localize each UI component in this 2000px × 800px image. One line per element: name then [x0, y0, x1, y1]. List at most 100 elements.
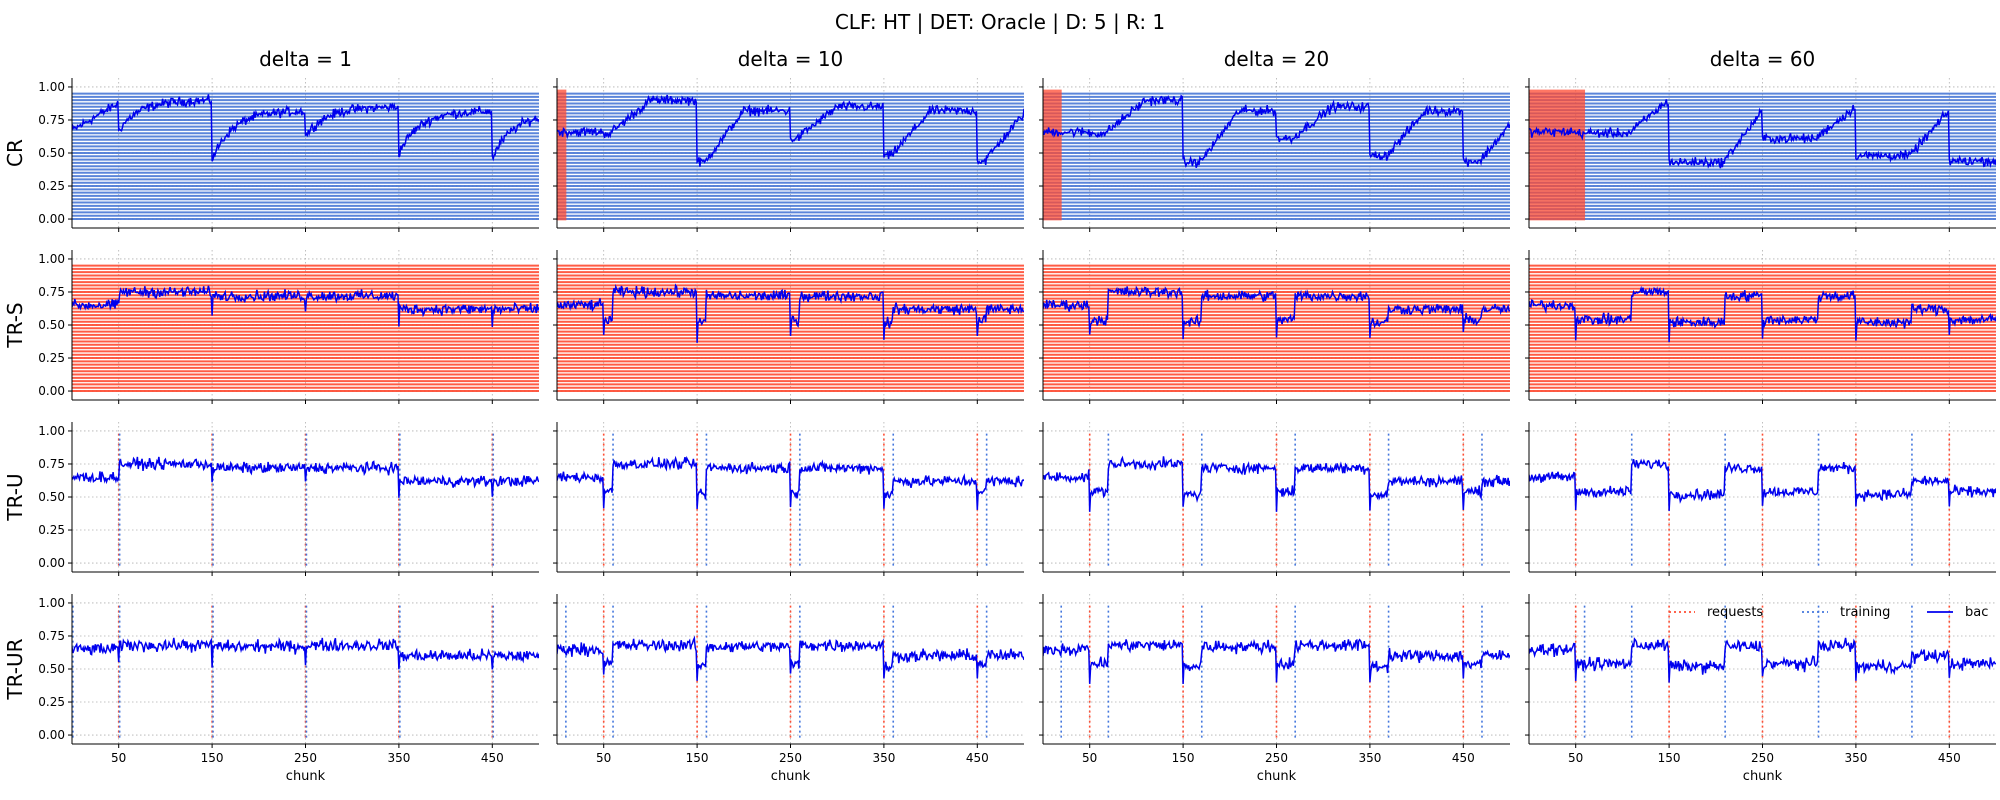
- panel-tr-s-delta-1: 0.00 0.25 0.50 0.75 1.00: [38, 250, 539, 404]
- panel-cr-delta-10: [553, 78, 1024, 232]
- panel-tr-s-delta-10: [553, 250, 1024, 404]
- x-tick-label: 450: [1452, 751, 1475, 765]
- column-title: delta = 60: [1710, 47, 1816, 71]
- cr-delay-band: [1529, 89, 1586, 221]
- y-tick-label: 0.75: [38, 629, 65, 643]
- bac-line: [1529, 285, 1996, 343]
- bac-line: [1043, 94, 1510, 169]
- bac-line: [72, 456, 539, 498]
- panel-tr-u-delta-1: 0.00 0.25 0.50 0.75 1.00: [38, 422, 539, 576]
- panel-tr-ur-delta-60: 50 150 250 350 450 chunk: [1525, 594, 1996, 784]
- y-tick-label: 0.50: [38, 146, 65, 160]
- bac-line: [1529, 99, 1996, 169]
- panel-cr-delta-1: 0.00 0.25 0.50 0.75 1.00: [38, 78, 539, 232]
- panel-tr-ur-delta-20: 50 150 250 350 450 chunk: [1039, 594, 1510, 784]
- row-label: TR-U: [3, 473, 27, 521]
- x-tick-label: 150: [686, 751, 709, 765]
- panel-content: [72, 250, 539, 400]
- panel-tr-ur-delta-1: 0.00 0.25 0.50 0.75 1.00 50 150 250 350 450 chunk: [38, 594, 539, 784]
- panel-content: [72, 594, 539, 744]
- panel-content: [557, 594, 1024, 744]
- row-label: TR-S: [3, 302, 27, 348]
- x-tick-label: 350: [1358, 751, 1381, 765]
- y-tick-label: 0.50: [38, 318, 65, 332]
- y-tick-label: 0.50: [38, 662, 65, 676]
- y-tick-label: 0.00: [38, 212, 65, 226]
- bac-line: [557, 455, 1024, 510]
- row-label: TR-UR: [3, 638, 27, 700]
- cr-delay-band: [1043, 89, 1062, 221]
- y-tick-label: 0.00: [38, 384, 65, 398]
- panel-content: [1043, 250, 1510, 400]
- x-tick-label: 250: [294, 751, 317, 765]
- column-title: delta = 10: [738, 47, 844, 71]
- x-tick-label: 150: [1172, 751, 1195, 765]
- y-tick-label: 0.00: [38, 556, 65, 570]
- x-axis-label: chunk: [1743, 769, 1783, 784]
- bac-line: [1043, 638, 1510, 685]
- panel-content: [1043, 78, 1510, 228]
- y-tick-label: 1.00: [38, 252, 65, 266]
- bac-line: [72, 285, 539, 328]
- cr-delay-band: [557, 89, 567, 221]
- bac-line: [72, 636, 539, 670]
- panel-tr-s-delta-60: [1525, 250, 1996, 404]
- panel-content: [72, 422, 539, 572]
- panel-content: [557, 78, 1024, 228]
- x-axis-label: chunk: [286, 769, 326, 784]
- x-tick-label: 150: [1658, 751, 1681, 765]
- x-tick-label: 150: [201, 751, 224, 765]
- y-tick-label: 0.75: [38, 457, 65, 471]
- y-tick-label: 0.50: [38, 490, 65, 504]
- y-tick-label: 0.25: [38, 695, 65, 709]
- legend-label: training: [1840, 605, 1890, 620]
- x-tick-label: 250: [779, 751, 802, 765]
- panel-content: [1043, 594, 1510, 744]
- x-tick-label: 350: [872, 751, 895, 765]
- x-tick-label: 350: [1844, 751, 1867, 765]
- x-tick-label: 450: [1938, 751, 1961, 765]
- x-tick-label: 450: [481, 751, 504, 765]
- bac-line: [1529, 637, 1996, 683]
- y-tick-label: 0.75: [38, 285, 65, 299]
- x-tick-label: 350: [387, 751, 410, 765]
- panel-tr-u-delta-10: [553, 422, 1024, 576]
- row-label: CR: [3, 139, 27, 167]
- x-tick-label: 450: [966, 751, 989, 765]
- x-tick-label: 50: [596, 751, 611, 765]
- panel-tr-ur-delta-10: 50 150 250 350 450 chunk: [553, 594, 1024, 784]
- legend: requests training bac: [1669, 605, 1988, 620]
- bac-line: [1043, 455, 1510, 512]
- panel-cr-delta-60: [1525, 78, 1996, 232]
- x-tick-label: 250: [1265, 751, 1288, 765]
- panel-content: [1043, 422, 1510, 572]
- legend-label: bac: [1965, 605, 1988, 620]
- panel-tr-s-delta-20: [1039, 250, 1510, 404]
- panel-content: [1529, 422, 1996, 572]
- column-title: delta = 1: [259, 47, 352, 71]
- bac-line: [1529, 458, 1996, 511]
- panel-cr-delta-20: [1039, 78, 1510, 232]
- x-axis-label: chunk: [1257, 769, 1297, 784]
- panel-tr-u-delta-60: [1525, 422, 1996, 576]
- bac-line: [557, 94, 1024, 167]
- x-tick-label: 250: [1751, 751, 1774, 765]
- x-tick-label: 50: [1568, 751, 1583, 765]
- y-tick-label: 1.00: [38, 424, 65, 438]
- y-tick-label: 0.25: [38, 179, 65, 193]
- panel-content: [557, 250, 1024, 400]
- bac-line: [557, 283, 1024, 343]
- bac-line: [1043, 285, 1510, 340]
- figure-title: CLF: HT | DET: Oracle | D: 5 | R: 1: [834, 10, 1166, 34]
- x-tick-label: 50: [1082, 751, 1097, 765]
- panel-content: [1529, 594, 1996, 744]
- y-tick-label: 0.00: [38, 728, 65, 742]
- panel-content: [557, 422, 1024, 572]
- y-tick-label: 1.00: [38, 80, 65, 94]
- y-tick-label: 0.25: [38, 351, 65, 365]
- x-axis-label: chunk: [771, 769, 811, 784]
- y-tick-label: 1.00: [38, 596, 65, 610]
- column-title: delta = 20: [1224, 47, 1330, 71]
- panel-content: [1529, 78, 1996, 228]
